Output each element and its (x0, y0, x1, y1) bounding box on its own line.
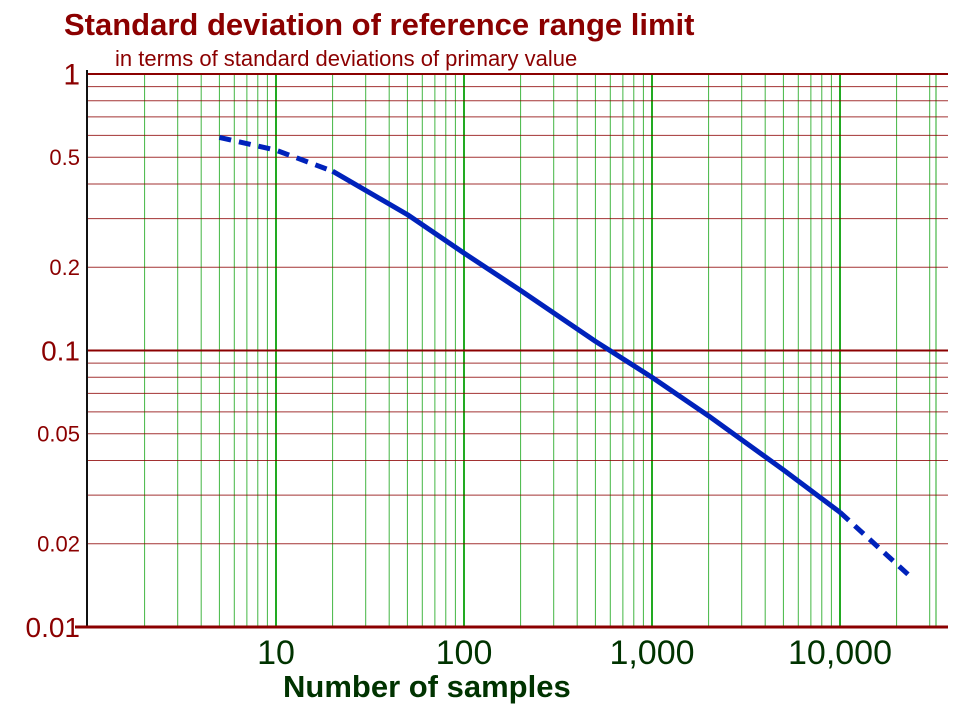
y-tick-label: 0.2 (49, 255, 80, 280)
grid (87, 73, 948, 628)
tick-labels: 1 0.5 0.2 0.1 0.05 0.02 0.01 10 100 1,000 10,000 (26, 59, 893, 673)
x-tick-label: 100 (436, 634, 493, 672)
y-tick-label: 0.1 (41, 335, 80, 366)
x-tick-label: 1,000 (609, 634, 694, 672)
plot-series (218, 134, 910, 577)
y-tick-label: 0.05 (37, 421, 80, 446)
axes (75, 70, 948, 629)
curve-solid-segment (331, 169, 842, 515)
y-tick-label: 0.5 (49, 145, 80, 170)
y-tick-label: 1 (63, 59, 80, 92)
curve-dashed-segment (838, 510, 910, 577)
x-axis-label: Number of samples (283, 669, 571, 704)
x-tick-label: 10 (257, 634, 295, 672)
chart-subtitle: in terms of standard deviations of prima… (115, 46, 577, 71)
chart-title: Standard deviation of reference range li… (64, 7, 695, 42)
y-tick-label: 0.02 (37, 531, 80, 556)
x-tick-label: 10,000 (788, 634, 892, 672)
y-tick-label: 0.01 (26, 612, 81, 643)
